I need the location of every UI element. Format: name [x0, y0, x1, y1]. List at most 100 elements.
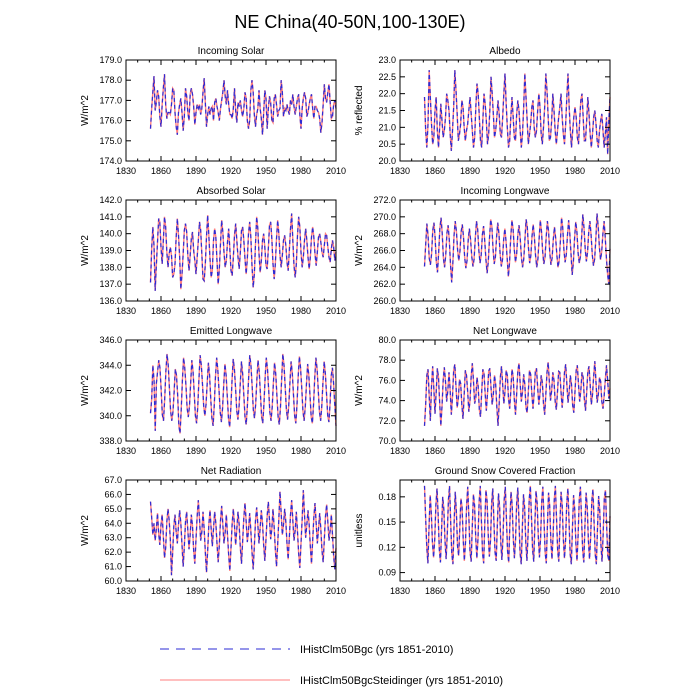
x-tick-label: 1890: [460, 166, 480, 176]
x-tick-label: 1950: [530, 306, 550, 316]
panel-title: Albedo: [489, 46, 521, 57]
y-tick-label: 61.0: [104, 562, 122, 572]
y-tick-label: 66.0: [104, 489, 122, 499]
x-tick-label: 1920: [221, 446, 241, 456]
x-tick-label: 1830: [116, 166, 136, 176]
y-tick-label: 266.0: [373, 246, 396, 256]
x-tick-label: 1890: [186, 306, 206, 316]
y-axis-label: % reflected: [354, 85, 365, 135]
main-title: NE China(40-50N,100-130E): [234, 12, 465, 32]
series-line-bgc: [423, 485, 611, 565]
panel-title: Incoming Solar: [198, 46, 265, 57]
x-tick-label: 1950: [256, 586, 276, 596]
x-tick-label: 2010: [326, 446, 346, 456]
x-tick-label: 1950: [256, 166, 276, 176]
x-tick-label: 1920: [495, 446, 515, 456]
y-axis-label: W/m^2: [80, 515, 91, 546]
x-tick-label: 1890: [186, 586, 206, 596]
y-tick-label: 22.5: [378, 72, 396, 82]
panel-title: Net Longwave: [473, 326, 537, 337]
series-line-steidinger: [149, 74, 337, 135]
y-tick-label: 0.15: [378, 517, 396, 527]
y-tick-label: 264.0: [373, 262, 396, 272]
series-line-bgc: [149, 353, 337, 434]
y-tick-label: 62.0: [104, 547, 122, 557]
x-tick-label: 1920: [221, 306, 241, 316]
y-tick-label: 338.0: [99, 436, 122, 446]
x-tick-label: 1830: [390, 306, 410, 316]
x-tick-label: 1860: [151, 306, 171, 316]
y-tick-label: 72.0: [378, 416, 396, 426]
y-tick-label: 141.0: [99, 212, 122, 222]
y-tick-label: 262.0: [373, 279, 396, 289]
x-tick-label: 2010: [326, 166, 346, 176]
y-tick-label: 78.0: [378, 355, 396, 365]
panel-albedo: Albedo % reflected 1830 1860 1890 1920 1950 198…: [354, 46, 620, 176]
legend-entry-1: IHistClm50Bgc (yrs 1851-2010): [160, 644, 453, 656]
panel-title: Incoming Longwave: [461, 186, 550, 197]
y-tick-label: 174.0: [99, 156, 122, 166]
x-tick-label: 1860: [425, 306, 445, 316]
panel-absorbed-solar: Absorbed Solar W/m^2 1830 1860 1890 1920 1950 1…: [80, 186, 346, 316]
legend-label-1: IHistClm50Bgc (yrs 1851-2010): [300, 644, 453, 656]
plot-frame: [125, 59, 337, 162]
x-tick-label: 1950: [256, 306, 276, 316]
y-tick-label: 63.0: [104, 533, 122, 543]
y-axis-label: W/m^2: [80, 235, 91, 266]
panel-emitted-longwave: Emitted Longwave W/m^2 1830 1860 1890 1920 195…: [80, 326, 346, 456]
x-tick-label: 1830: [116, 306, 136, 316]
x-tick-label: 1980: [565, 306, 585, 316]
x-tick-label: 1980: [291, 586, 311, 596]
x-tick-label: 1830: [390, 586, 410, 596]
plot-frame: [125, 479, 337, 582]
x-tick-label: 1890: [460, 586, 480, 596]
x-tick-label: 2010: [326, 586, 346, 596]
x-tick-label: 2010: [600, 166, 620, 176]
y-tick-label: 137.0: [99, 279, 122, 289]
y-tick-label: 67.0: [104, 475, 122, 485]
y-axis-label: W/m^2: [354, 375, 365, 406]
series-line-steidinger: [423, 70, 611, 155]
x-tick-label: 1890: [460, 446, 480, 456]
y-tick-label: 74.0: [378, 396, 396, 406]
series-line-bgc: [423, 361, 611, 426]
panel-title: Emitted Longwave: [190, 326, 273, 337]
x-tick-label: 1950: [256, 446, 276, 456]
y-tick-label: 76.0: [378, 375, 396, 385]
x-tick-label: 1980: [291, 306, 311, 316]
x-tick-label: 1860: [425, 586, 445, 596]
x-tick-label: 1980: [291, 166, 311, 176]
x-tick-label: 1920: [221, 166, 241, 176]
x-tick-label: 1980: [565, 166, 585, 176]
y-tick-label: 139.0: [99, 246, 122, 256]
panel-title: Net Radiation: [201, 466, 262, 477]
y-axis-label: W/m^2: [354, 235, 365, 266]
x-tick-label: 1860: [151, 446, 171, 456]
y-tick-label: 70.0: [378, 436, 396, 446]
x-tick-label: 1890: [186, 166, 206, 176]
y-tick-label: 178.0: [99, 75, 122, 85]
y-tick-label: 179.0: [99, 55, 122, 65]
y-tick-label: 20.0: [378, 156, 396, 166]
y-tick-label: 0.12: [378, 542, 396, 552]
y-tick-label: 21.5: [378, 106, 396, 116]
y-tick-label: 65.0: [104, 504, 122, 514]
y-tick-label: 346.0: [99, 335, 122, 345]
legend-entry-2: IHistClm50BgcSteidinger (yrs 1851-2010): [160, 675, 503, 687]
y-axis-label: W/m^2: [80, 95, 91, 126]
panel-net-longwave: Net Longwave W/m^2 1830 1860 1890 1920 1950 198…: [354, 326, 620, 456]
x-tick-label: 1830: [390, 446, 410, 456]
y-tick-label: 140.0: [99, 229, 122, 239]
y-tick-label: 270.0: [373, 212, 396, 222]
x-tick-label: 1950: [530, 586, 550, 596]
y-tick-label: 142.0: [99, 195, 122, 205]
x-tick-label: 1920: [495, 166, 515, 176]
y-tick-label: 22.0: [378, 89, 396, 99]
x-tick-label: 1860: [425, 446, 445, 456]
y-axis-label: W/m^2: [80, 375, 91, 406]
y-tick-label: 136.0: [99, 296, 122, 306]
panel-ground-snow-covered-fraction: Ground Snow Covered Fraction unitless 1830…: [354, 466, 620, 596]
y-tick-label: 342.0: [99, 386, 122, 396]
x-tick-label: 1980: [565, 446, 585, 456]
